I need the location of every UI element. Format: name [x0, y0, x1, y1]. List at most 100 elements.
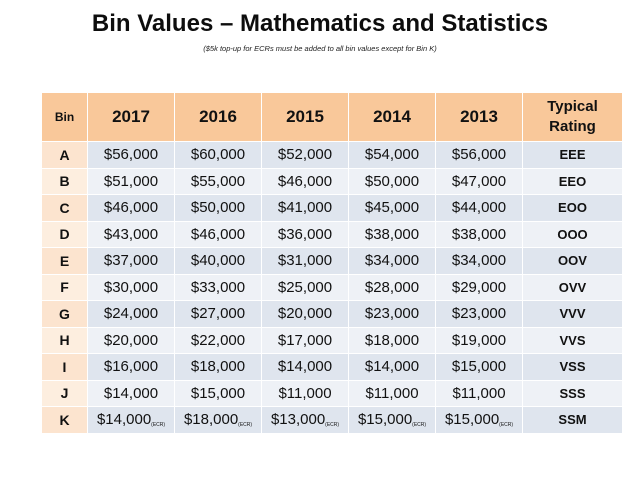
- value-cell: $28,000: [348, 273, 436, 301]
- table-row: J $14,000 $15,000 $11,000 $11,000 $11,000 SSS: [41, 379, 623, 407]
- value-cell: $55,000: [174, 167, 262, 195]
- value-text: $18,000: [364, 331, 420, 349]
- value-text: $34,000: [364, 252, 420, 270]
- value-text: $13,000: [270, 411, 326, 429]
- value-text: $38,000: [451, 225, 507, 243]
- rating-cell: SSM: [522, 406, 623, 434]
- value-cell: $15,000(ECR): [348, 406, 436, 434]
- value-text: $37,000: [103, 252, 159, 270]
- ecr-note: (ECR): [499, 422, 514, 429]
- rating-cell: OOV: [522, 247, 623, 275]
- value-text: $14,000: [277, 358, 333, 376]
- value-text: $46,000: [103, 199, 159, 217]
- value-text: $19,000: [451, 331, 507, 349]
- value-cell: $23,000: [348, 300, 436, 328]
- value-text: $15,000: [190, 384, 246, 402]
- value-cell: $56,000: [435, 141, 523, 169]
- value-text: $40,000: [190, 252, 246, 270]
- value-text: $14,000: [364, 358, 420, 376]
- table-row: E $37,000 $40,000 $31,000 $34,000 $34,000 OOV: [41, 247, 623, 275]
- value-text: $55,000: [190, 172, 246, 190]
- value-cell: $36,000: [261, 220, 349, 248]
- value-text: $50,000: [190, 199, 246, 217]
- rating-cell: EEE: [522, 141, 623, 169]
- value-cell: $30,000: [87, 273, 175, 301]
- value-text: $23,000: [364, 305, 420, 323]
- value-cell: $43,000: [87, 220, 175, 248]
- value-text: $15,000: [444, 411, 500, 429]
- value-cell: $23,000: [435, 300, 523, 328]
- value-cell: $20,000: [261, 300, 349, 328]
- value-cell: $38,000: [348, 220, 436, 248]
- bin-cell: C: [41, 194, 88, 222]
- table-row: C $46,000 $50,000 $41,000 $45,000 $44,000 EOO: [41, 194, 623, 222]
- value-cell: $47,000: [435, 167, 523, 195]
- value-cell: $15,000: [174, 379, 262, 407]
- value-cell: $18,000: [174, 353, 262, 381]
- value-cell: $38,000: [435, 220, 523, 248]
- value-text: $20,000: [103, 331, 159, 349]
- bin-values-table: Bin 2017 2016 2015 2014 2013 Typical Rat…: [41, 92, 623, 434]
- value-text: $34,000: [451, 252, 507, 270]
- value-cell: $15,000: [435, 353, 523, 381]
- table-row: D $43,000 $46,000 $36,000 $38,000 $38,000 OOO: [41, 220, 623, 248]
- table-row: B $51,000 $55,000 $46,000 $50,000 $47,000 EEO: [41, 167, 623, 195]
- value-cell: $11,000: [348, 379, 436, 407]
- value-text: $14,000: [103, 384, 159, 402]
- rating-cell: VVV: [522, 300, 623, 328]
- value-cell: $19,000: [435, 326, 523, 354]
- value-text: $36,000: [277, 225, 333, 243]
- bin-cell: E: [41, 247, 88, 275]
- value-cell: $27,000: [174, 300, 262, 328]
- value-text: $54,000: [364, 146, 420, 164]
- table-header-row: Bin 2017 2016 2015 2014 2013 Typical Rat…: [41, 92, 623, 142]
- value-cell: $44,000: [435, 194, 523, 222]
- value-text: $23,000: [451, 305, 507, 323]
- header-year: 2014: [348, 92, 436, 142]
- value-text: $29,000: [451, 278, 507, 296]
- ecr-note: (ECR): [238, 422, 253, 429]
- value-cell: $50,000: [348, 167, 436, 195]
- value-cell: $18,000: [348, 326, 436, 354]
- value-text: $30,000: [103, 278, 159, 296]
- header-year: 2017: [87, 92, 175, 142]
- bin-cell: H: [41, 326, 88, 354]
- header-year: 2015: [261, 92, 349, 142]
- value-cell: $14,000: [87, 379, 175, 407]
- value-text: $38,000: [364, 225, 420, 243]
- bin-cell: B: [41, 167, 88, 195]
- value-cell: $45,000: [348, 194, 436, 222]
- value-cell: $60,000: [174, 141, 262, 169]
- value-text: $31,000: [277, 252, 333, 270]
- header-year: 2013: [435, 92, 523, 142]
- value-text: $56,000: [451, 146, 507, 164]
- table-row: A $56,000 $60,000 $52,000 $54,000 $56,000 EEE: [41, 141, 623, 169]
- value-text: $46,000: [277, 172, 333, 190]
- value-text: $28,000: [364, 278, 420, 296]
- value-cell: $34,000: [348, 247, 436, 275]
- value-text: $18,000: [190, 358, 246, 376]
- bin-cell: K: [41, 406, 88, 434]
- table-row: H $20,000 $22,000 $17,000 $18,000 $19,000 VVS: [41, 326, 623, 354]
- bin-cell: I: [41, 353, 88, 381]
- value-cell: $29,000: [435, 273, 523, 301]
- value-text: $18,000: [183, 411, 239, 429]
- rating-cell: SSS: [522, 379, 623, 407]
- bin-cell: F: [41, 273, 88, 301]
- value-cell: $46,000: [87, 194, 175, 222]
- value-cell: $14,000(ECR): [87, 406, 175, 434]
- value-cell: $18,000(ECR): [174, 406, 262, 434]
- value-cell: $13,000(ECR): [261, 406, 349, 434]
- value-cell: $51,000: [87, 167, 175, 195]
- rating-cell: EOO: [522, 194, 623, 222]
- bin-cell: G: [41, 300, 88, 328]
- table-row: I $16,000 $18,000 $14,000 $14,000 $15,000 VSS: [41, 353, 623, 381]
- page-subtitle: ($5k top-up for ECRs must be added to al…: [203, 44, 437, 53]
- value-text: $41,000: [277, 199, 333, 217]
- value-cell: $20,000: [87, 326, 175, 354]
- rating-cell: OVV: [522, 273, 623, 301]
- value-text: $11,000: [365, 384, 419, 402]
- rating-cell: VSS: [522, 353, 623, 381]
- value-text: $44,000: [451, 199, 507, 217]
- value-cell: $24,000: [87, 300, 175, 328]
